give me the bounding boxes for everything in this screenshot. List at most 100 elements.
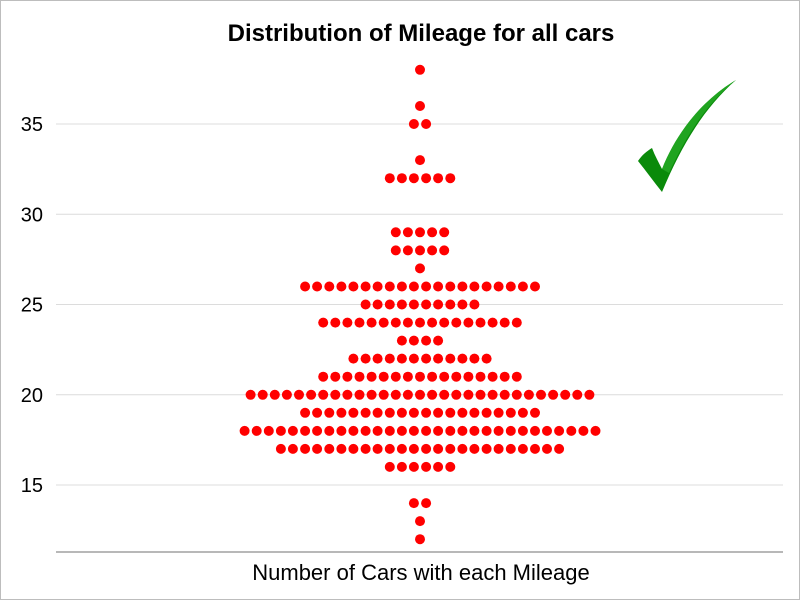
data-point — [263, 425, 274, 436]
data-point — [402, 371, 413, 382]
checkmark-icon — [638, 80, 736, 192]
data-point — [360, 425, 371, 436]
data-point — [469, 443, 480, 454]
data-point — [590, 425, 601, 436]
gridlines — [56, 123, 783, 486]
data-point — [300, 443, 311, 454]
data-point — [505, 407, 516, 418]
data-point — [360, 353, 371, 364]
data-point — [584, 389, 595, 400]
data-point — [396, 407, 407, 418]
data-point — [457, 443, 468, 454]
data-point — [312, 281, 323, 292]
data-point — [451, 389, 462, 400]
data-point — [421, 461, 432, 472]
data-point — [366, 389, 377, 400]
data-point — [517, 425, 528, 436]
data-point — [439, 227, 450, 238]
data-point — [475, 371, 486, 382]
data-points — [239, 64, 601, 545]
data-point — [257, 389, 268, 400]
data-point — [457, 281, 468, 292]
data-point — [269, 389, 280, 400]
data-point — [396, 173, 407, 184]
data-point — [554, 443, 565, 454]
data-point — [336, 407, 347, 418]
data-point — [348, 425, 359, 436]
data-point — [493, 281, 504, 292]
data-point — [499, 389, 510, 400]
data-point — [469, 407, 480, 418]
data-point — [384, 461, 395, 472]
data-point — [481, 281, 492, 292]
data-point — [402, 227, 413, 238]
data-point — [415, 227, 425, 238]
data-point — [505, 425, 516, 436]
data-point — [433, 407, 444, 418]
data-point — [517, 281, 528, 292]
data-point — [342, 371, 353, 382]
data-point — [294, 389, 304, 400]
data-point — [415, 263, 425, 274]
data-point — [530, 443, 540, 454]
data-point — [511, 317, 522, 328]
data-point — [481, 443, 492, 454]
data-point — [433, 281, 444, 292]
data-point — [384, 425, 395, 436]
data-point — [348, 353, 359, 364]
data-point — [396, 425, 407, 436]
data-point — [421, 407, 432, 418]
data-point — [427, 245, 438, 256]
data-point — [421, 119, 432, 129]
data-point — [239, 425, 250, 436]
data-point — [421, 173, 432, 184]
data-point — [433, 425, 444, 436]
data-point — [408, 335, 419, 346]
data-point — [536, 389, 546, 400]
data-point — [384, 443, 395, 454]
data-point — [324, 443, 335, 454]
y-tick-label: 30 — [21, 204, 43, 226]
data-point — [378, 389, 389, 400]
data-point — [360, 299, 371, 310]
data-point — [384, 407, 395, 418]
data-point — [318, 317, 329, 328]
data-point — [402, 317, 413, 328]
data-point — [354, 317, 365, 328]
data-point — [348, 407, 359, 418]
data-point — [421, 281, 432, 292]
data-point — [439, 389, 450, 400]
data-point — [433, 335, 444, 346]
data-point — [402, 389, 413, 400]
data-point — [572, 389, 583, 400]
data-point — [384, 281, 395, 292]
data-point — [366, 317, 377, 328]
data-point — [578, 425, 589, 436]
data-point — [384, 353, 395, 364]
data-point — [281, 389, 292, 400]
data-point — [481, 407, 492, 418]
data-point — [384, 299, 395, 310]
data-point — [396, 353, 407, 364]
y-tick-label: 25 — [21, 295, 43, 317]
data-point — [372, 425, 383, 436]
data-point — [530, 281, 540, 292]
data-point — [487, 371, 498, 382]
data-point — [493, 443, 504, 454]
data-point — [342, 317, 353, 328]
data-point — [372, 407, 383, 418]
data-point — [330, 389, 341, 400]
data-point — [245, 389, 256, 400]
data-point — [517, 443, 528, 454]
data-point — [360, 407, 371, 418]
data-point — [445, 407, 456, 418]
data-point — [390, 317, 401, 328]
data-point — [469, 425, 480, 436]
data-point — [415, 64, 425, 75]
data-point — [433, 299, 444, 310]
data-point — [493, 407, 504, 418]
data-point — [445, 281, 456, 292]
data-point — [445, 353, 456, 364]
data-point — [487, 389, 498, 400]
data-point — [481, 425, 492, 436]
